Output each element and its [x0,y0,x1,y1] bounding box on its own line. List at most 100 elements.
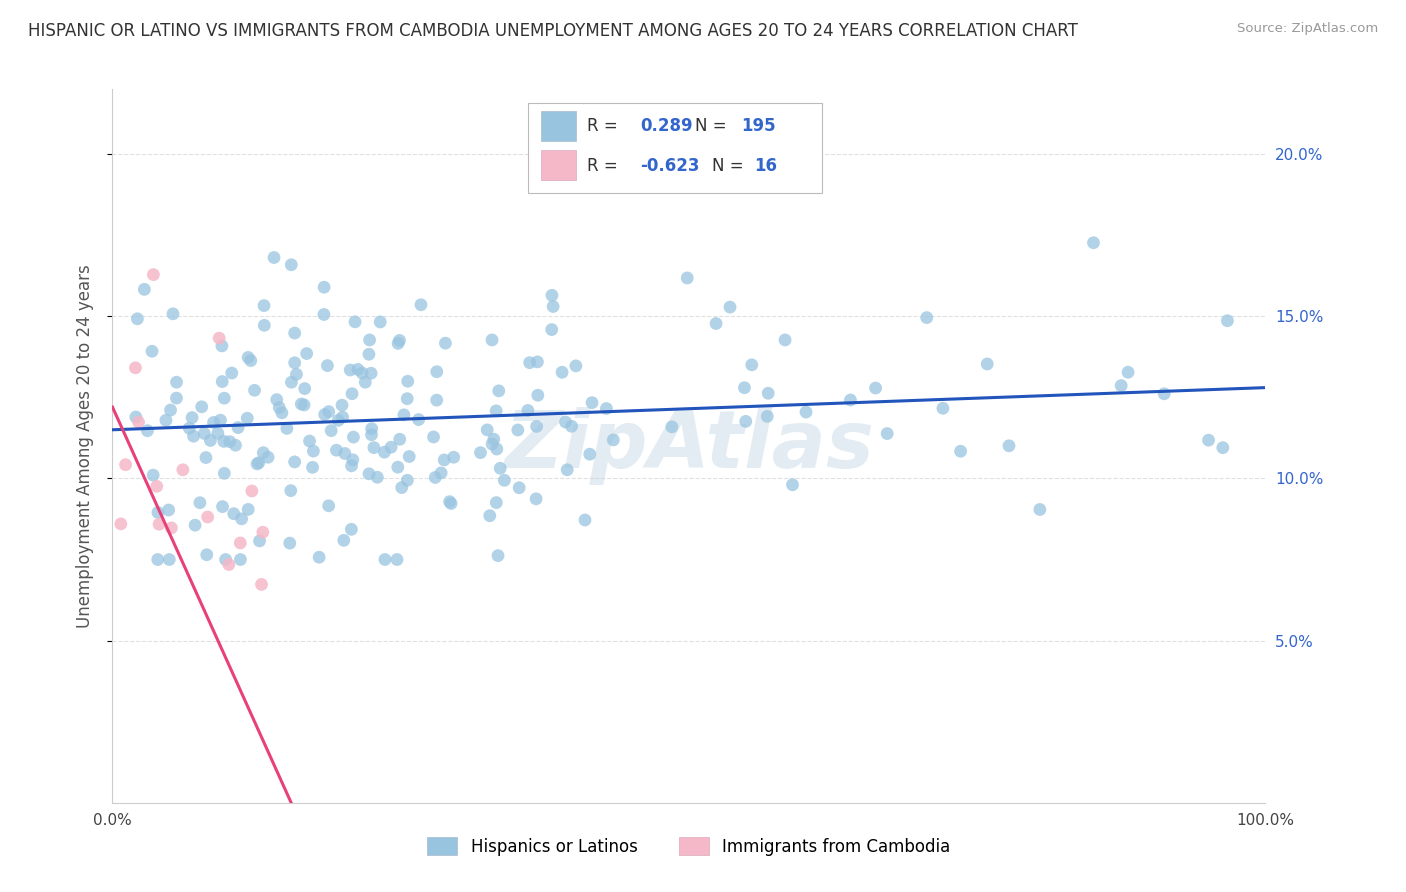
Point [434,336,457,351]
Point [295,346,318,360]
Point [932,401,955,416]
Point [257,450,280,465]
Point [506,423,529,437]
Point [676,271,699,285]
Point [344,315,367,329]
Point [333,446,356,460]
Point [209,413,232,427]
Point [166,391,188,405]
Point [494,473,516,487]
Point [387,460,409,475]
Point [236,411,259,425]
Point [316,359,339,373]
FancyBboxPatch shape [527,103,821,193]
Point [325,443,347,458]
Point [330,398,353,412]
Point [285,368,308,382]
Point [157,503,180,517]
Point [1029,502,1052,516]
Point [302,444,325,458]
Point [865,381,887,395]
Point [328,413,350,427]
Point [1212,441,1234,455]
Text: R =: R = [588,117,619,135]
Point [314,408,336,422]
Text: R =: R = [588,157,619,175]
Point [516,403,538,417]
Point [263,251,285,265]
Point [342,453,364,467]
Point [200,434,222,448]
Point [294,382,316,396]
Point [236,351,259,365]
Point [396,374,419,388]
Point [440,496,463,510]
Point [308,550,330,565]
Point [388,432,411,446]
Point [380,440,402,454]
Point [998,439,1021,453]
Point [239,353,262,368]
Point [321,424,343,438]
Text: 195: 195 [741,117,776,135]
Point [409,298,432,312]
Point [340,386,363,401]
Point [141,344,163,359]
Point [388,334,411,348]
Point [422,430,444,444]
Point [541,288,564,302]
Point [481,333,503,347]
Point [373,445,395,459]
Point [489,461,512,475]
Point [253,299,276,313]
Point [155,413,177,427]
Point [360,422,382,436]
Text: -0.623: -0.623 [641,157,700,175]
Point [581,395,603,409]
Point [915,310,938,325]
Point [366,470,388,484]
Point [188,496,211,510]
Point [318,499,340,513]
Point [486,549,509,563]
Point [142,468,165,483]
Point [1109,378,1132,392]
Point [342,430,364,444]
Point [554,415,576,429]
Point [202,416,225,430]
Point [183,429,205,443]
Point [284,455,307,469]
Point [340,522,363,536]
Text: Source: ZipAtlas.com: Source: ZipAtlas.com [1237,22,1378,36]
Point [794,405,817,419]
Point [214,552,236,566]
Point [508,481,530,495]
Point [222,507,245,521]
Y-axis label: Unemployment Among Ages 20 to 24 years: Unemployment Among Ages 20 to 24 years [76,264,94,628]
Text: HISPANIC OR LATINO VS IMMIGRANTS FROM CAMBODIA UNEMPLOYMENT AMONG AGES 20 TO 24 : HISPANIC OR LATINO VS IMMIGRANTS FROM CA… [28,22,1078,40]
Point [145,479,167,493]
Point [478,508,501,523]
Point [481,437,503,451]
Point [354,375,377,389]
Point [526,419,548,434]
Point [439,494,461,508]
Point [229,552,252,566]
Point [211,500,233,514]
Point [253,318,276,333]
Point [704,317,727,331]
Point [408,412,430,426]
Point [374,552,396,566]
Point [211,375,233,389]
Point [392,408,415,422]
Point [1198,433,1220,447]
Point [179,421,201,435]
Point [976,357,998,371]
Point [240,483,263,498]
Point [595,401,617,416]
Point [357,347,380,361]
Point [718,300,741,314]
Point [195,548,218,562]
Point [360,427,382,442]
Point [190,400,212,414]
